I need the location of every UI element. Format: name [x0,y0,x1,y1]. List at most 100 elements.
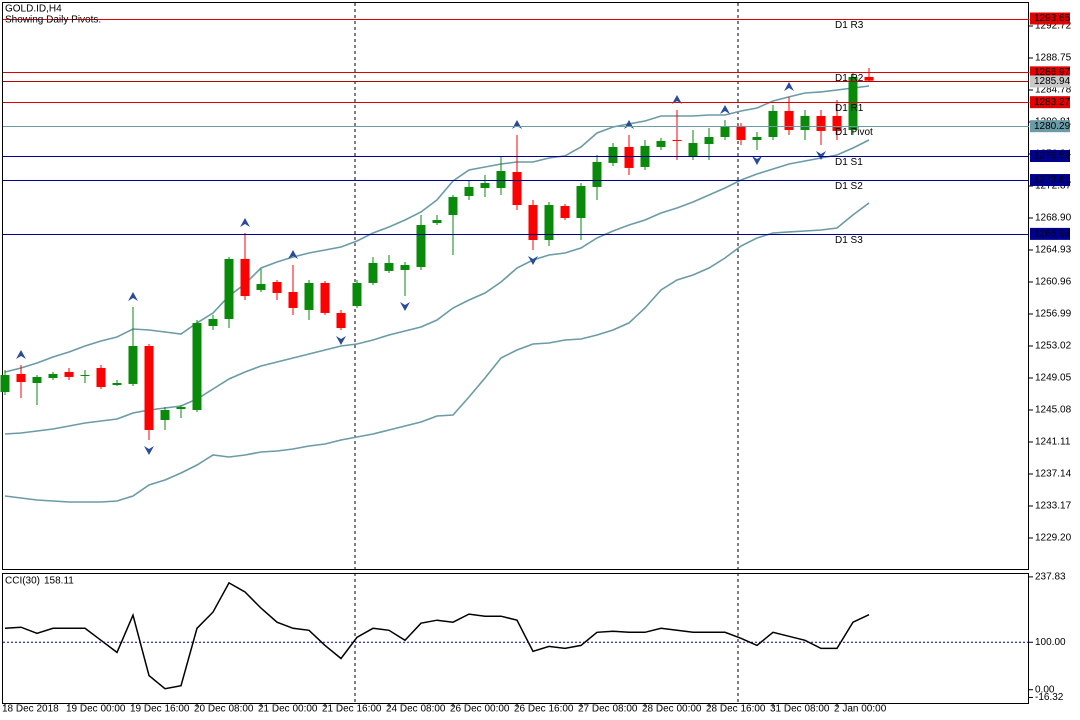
candle-body [608,146,618,163]
candle-body [576,186,586,219]
y-tick-label: 1241.11 [1035,437,1071,448]
pivot-price-box [1030,150,1070,163]
cci-title: CCI(30) [5,576,40,587]
x-tick-label: 21 Dec 16:00 [322,704,382,715]
x-tick-label: 24 Dec 08:00 [386,704,446,715]
pivot-price-label: 1286.97 [1034,67,1071,78]
last-price-label: 1285.94 [1034,76,1071,87]
x-tick-label: 31 Dec 08:00 [770,704,830,715]
fractal-up [16,350,26,360]
candle-body [432,220,442,224]
candle-body [320,282,330,313]
last-price-box [1030,75,1070,88]
candle-body [864,76,874,81]
candle-body [768,110,778,137]
x-tick-label: 18 Dec 2018 [2,704,59,715]
cci-line [4,581,870,690]
candle-body [176,407,186,410]
candle-body [112,382,122,386]
pivot-price-box [1030,12,1070,25]
candle-body [560,205,570,219]
candle-body [384,262,394,271]
fractal-down [400,302,410,312]
x-tick-label: 19 Dec 16:00 [130,704,190,715]
candle-body [368,262,378,283]
x-tick-label: 26 Dec 16:00 [514,704,574,715]
candle-body [752,136,762,140]
bollinger-lower [4,202,870,503]
y-tick-label: -16.32 [1035,692,1064,703]
candle-body [64,371,74,377]
y-tick-label: 1260.96 [1035,277,1072,288]
pivot-label: D1 S2 [835,181,863,192]
candle-body [656,140,666,147]
pivot-label: D1 S3 [835,235,863,246]
candle-body [304,282,314,310]
chart-title: GOLD.ID,H4 [5,4,62,15]
y-tick-label: 1268.90 [1035,213,1072,224]
candle-body [544,205,554,241]
candle-body [336,312,346,329]
pivot-price-box [1030,174,1070,187]
cci-panel-frame [2,573,1029,704]
candle-body [0,375,10,393]
fractal-up [720,104,730,114]
y-tick-label: 0.00 [1035,684,1055,695]
pivot-price-label: 1283.27 [1034,97,1071,108]
candle-body [80,375,90,377]
candle-body [736,125,746,140]
x-tick-label: 19 Dec 00:00 [66,704,126,715]
candle-body [784,110,794,130]
candle-body [160,410,170,420]
candle-body [192,323,202,411]
candle-body [352,282,362,307]
pivot-price-label: 1276.59 [1034,151,1071,162]
fractal-down [144,445,154,455]
x-tick-label: 21 Dec 00:00 [258,704,318,715]
x-tick-label: 20 Dec 08:00 [194,704,254,715]
pivot-label: D1 R2 [835,73,864,84]
candle-body [480,183,490,189]
candle-body [672,139,682,141]
fractal-down [752,155,762,165]
candle-body [496,171,506,189]
candle-body [512,171,522,206]
pivot-label: D1 S1 [835,157,863,168]
y-tick-label: 1288.75 [1035,53,1072,64]
y-tick-label: 1284.78 [1035,85,1072,96]
candle-body [848,76,858,130]
y-tick-label: 1245.08 [1035,405,1072,416]
x-tick-label: 27 Dec 08:00 [578,704,638,715]
candle-body [16,373,26,383]
pivot-price-label: 1266.93 [1034,229,1071,240]
pivot-price-label: 1280.29 [1034,121,1071,132]
fractal-down [816,150,826,160]
candle-body [832,115,842,131]
pivot-price-label: 1273.61 [1034,175,1071,186]
y-tick-label: 1233.17 [1035,501,1072,512]
candle-body [464,186,474,196]
pivot-label: D1 Pivot [835,127,873,138]
pivot-price-box [1030,227,1070,240]
fractal-up [240,217,250,227]
y-tick-label: 1249.05 [1035,373,1072,384]
fractal-up [128,291,138,301]
y-tick-label: 1229.20 [1035,533,1072,544]
candle-body [528,205,538,241]
pivot-label: D1 R3 [835,20,864,31]
y-tick-label: 1292.72 [1035,21,1072,32]
candle-body [224,258,234,319]
y-tick-label: 1264.93 [1035,245,1072,256]
candle-body [592,161,602,187]
y-tick-label: 1237.14 [1035,469,1072,480]
candle-body [448,196,458,216]
pivot-label: D1 R1 [835,103,864,114]
candle-body [96,368,106,388]
y-tick-label: 1256.99 [1035,309,1072,320]
candle-body [32,376,42,383]
y-tick-label: 1272.87 [1035,181,1072,192]
y-tick-label: 237.83 [1035,572,1066,583]
chart-subtitle: Showing Daily Pivots. [5,15,101,26]
